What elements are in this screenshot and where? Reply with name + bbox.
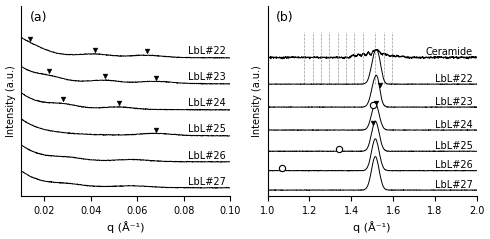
X-axis label: q (Å⁻¹): q (Å⁻¹): [353, 222, 391, 234]
Text: LbL#22: LbL#22: [435, 74, 472, 84]
Y-axis label: Intensity (a.u.): Intensity (a.u.): [252, 65, 262, 137]
Text: LbL#23: LbL#23: [435, 97, 472, 107]
Text: LbL#26: LbL#26: [435, 160, 472, 170]
Text: Ceramide: Ceramide: [425, 47, 472, 57]
Text: LbL#25: LbL#25: [188, 125, 225, 135]
Y-axis label: Intensity (a.u.): Intensity (a.u.): [5, 65, 16, 137]
Text: LbL#24: LbL#24: [188, 98, 225, 109]
Text: (b): (b): [276, 11, 294, 24]
Text: LbL#27: LbL#27: [435, 179, 472, 190]
Text: LbL#25: LbL#25: [435, 141, 472, 151]
Text: LbL#24: LbL#24: [435, 120, 472, 130]
Text: LbL#26: LbL#26: [188, 151, 225, 161]
Text: LbL#22: LbL#22: [188, 46, 225, 56]
Text: LbL#23: LbL#23: [188, 72, 225, 82]
Text: LbL#27: LbL#27: [188, 177, 225, 186]
X-axis label: q (Å⁻¹): q (Å⁻¹): [107, 222, 145, 234]
Text: (a): (a): [29, 11, 47, 24]
